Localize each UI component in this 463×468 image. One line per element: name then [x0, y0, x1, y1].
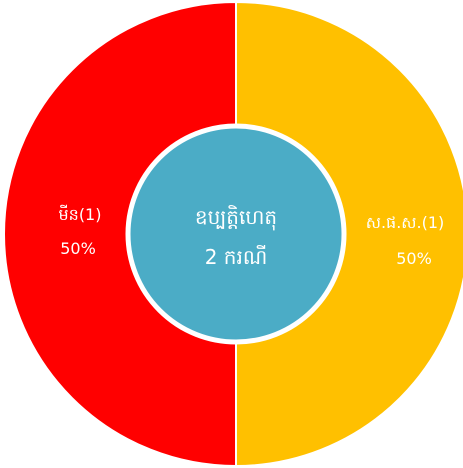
pie-slice-2: [3, 0, 237, 468]
center-label-line2: 2 ករណី: [205, 244, 268, 269]
slice-percent-left: 50%: [60, 239, 96, 258]
center-label-line1: ឧប្បត្តិហេតុ: [195, 204, 277, 231]
slices-layer: [3, 0, 463, 468]
slice-label-left: មីន(1): [59, 204, 102, 224]
slice-label-right: ស.ផ.ស.(1): [366, 213, 445, 232]
pie-slice-1: [235, 0, 463, 468]
slice-percent-right: 50%: [396, 249, 432, 268]
center-circle: [125, 123, 347, 345]
